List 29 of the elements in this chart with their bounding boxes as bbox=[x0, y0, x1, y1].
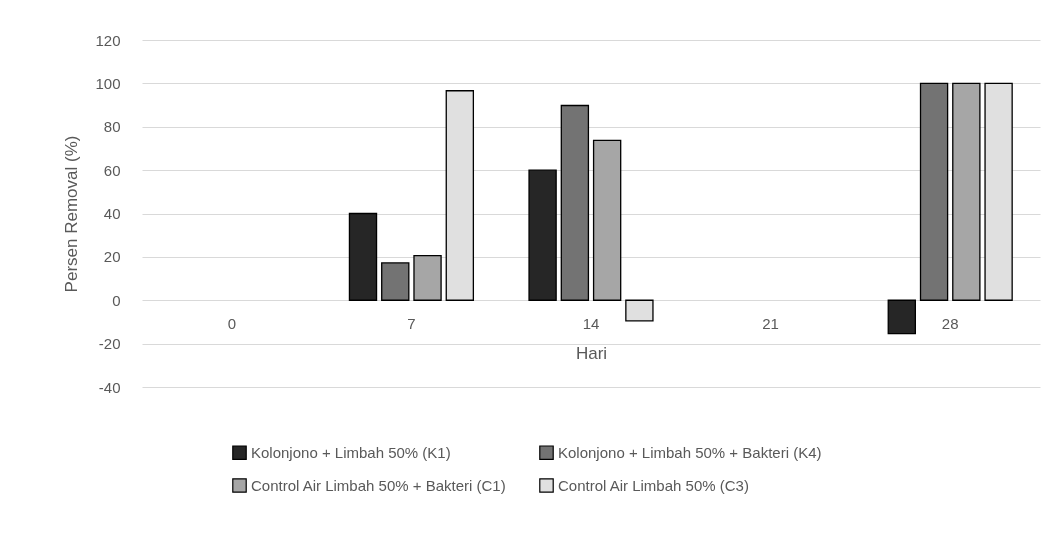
x-axis-title: Hari bbox=[575, 343, 608, 363]
legend-label: Kolonjono + Limbah 50% + Bakteri (K4) bbox=[558, 443, 822, 461]
bar bbox=[887, 299, 916, 335]
bar bbox=[381, 262, 410, 301]
legend-label: Control Air Limbah 50% + Bakteri (C1) bbox=[251, 476, 506, 494]
y-tick-label: 100 bbox=[95, 74, 121, 92]
x-tick-label: 28 bbox=[941, 314, 959, 332]
bar bbox=[919, 82, 949, 301]
bar bbox=[952, 82, 981, 301]
y-tick-label: 60 bbox=[103, 161, 121, 179]
x-tick-label: 7 bbox=[407, 314, 416, 332]
y-tick-label: -40 bbox=[98, 378, 121, 396]
x-tick-label: 21 bbox=[762, 314, 779, 332]
y-tick-label: 20 bbox=[103, 248, 121, 266]
bar bbox=[348, 212, 378, 301]
y-tick-label: 120 bbox=[95, 31, 121, 49]
legend-label: Control Air Limbah 50% (C3) bbox=[558, 476, 749, 494]
bar bbox=[413, 254, 442, 301]
bar bbox=[560, 104, 590, 301]
legend-label: Kolonjono + Limbah 50% (K1) bbox=[251, 443, 451, 461]
y-tick-label: 0 bbox=[112, 291, 121, 309]
x-tick-label: 0 bbox=[227, 314, 236, 332]
y-tick-label: 40 bbox=[103, 205, 121, 222]
x-tick-label: 14 bbox=[582, 314, 600, 332]
bar bbox=[592, 139, 622, 301]
bar bbox=[528, 169, 557, 301]
y-axis-title: Persen Removal (%) bbox=[62, 135, 82, 293]
y-tick-label: -20 bbox=[98, 335, 121, 353]
y-tick-label: 80 bbox=[103, 118, 121, 136]
